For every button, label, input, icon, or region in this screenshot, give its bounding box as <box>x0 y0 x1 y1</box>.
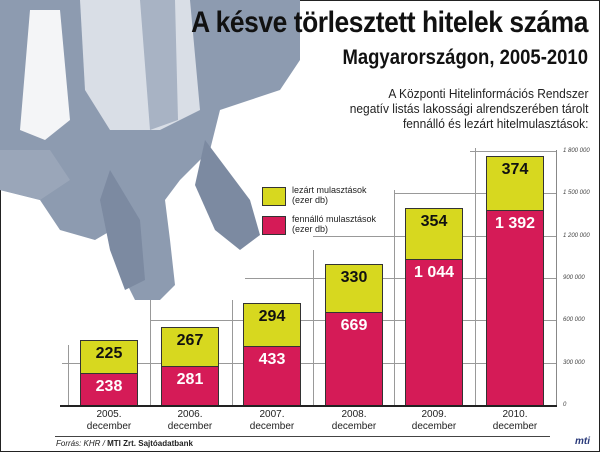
x-label-month: december <box>167 421 213 432</box>
bar-segment-closed: 267 <box>162 328 218 366</box>
man-empty-pockets-illustration <box>0 0 300 300</box>
bar-segment-closed: 354 <box>406 209 462 259</box>
legend-item-closed: lezárt mulasztások (ezer db) <box>262 185 376 206</box>
y-tick-label: 300 000 <box>563 360 585 366</box>
x-tick-label: 2005. december <box>69 409 149 433</box>
y-tick-label: 900 000 <box>563 275 585 281</box>
legend-item-open: fennálló mulasztások (ezer db) <box>262 214 376 235</box>
bar-2008: 330 669 <box>325 264 383 406</box>
x-label-month: december <box>249 421 295 432</box>
bar-segment-open: 281 <box>162 366 218 405</box>
y-tick-label: 1 800 000 <box>563 148 590 154</box>
bar-segment-open: 1 392 <box>487 210 543 405</box>
gridline <box>313 250 314 405</box>
y-tick-label: 600 000 <box>563 317 585 323</box>
description-line: A Központi Hitelinformációs Rendszer <box>387 86 588 101</box>
x-label-year: 2006. <box>177 409 203 420</box>
x-label-month: december <box>331 421 377 432</box>
bar-2010: 374 1 392 <box>486 156 544 406</box>
legend: lezárt mulasztások (ezer db) fennálló mu… <box>262 185 376 243</box>
y-tick-label: 0 <box>563 402 567 408</box>
bar-segment-open: 669 <box>326 312 382 405</box>
x-label-year: 2007. <box>259 409 285 420</box>
gridline <box>62 363 557 364</box>
bar-segment-open: 433 <box>244 346 300 405</box>
chart-subtitle: Magyarországon, 2005-2010 <box>342 46 588 69</box>
x-tick-label: 2007. december <box>232 409 312 433</box>
y-tick-label: 1 500 000 <box>563 190 590 196</box>
x-label-year: 2009. <box>421 409 447 420</box>
x-label-year: 2010. <box>502 409 528 420</box>
legend-label: lezárt mulasztások (ezer db) <box>292 185 367 205</box>
bar-2009: 354 1 044 <box>405 208 463 406</box>
x-tick-label: 2008. december <box>314 409 394 433</box>
gridline <box>68 345 69 405</box>
bar-2006: 267 281 <box>161 327 219 406</box>
gridline <box>394 193 557 194</box>
x-tick-label: 2010. december <box>475 409 555 433</box>
mti-logo: mti <box>575 436 590 447</box>
gridline <box>232 300 233 405</box>
description-line: fennálló és lezárt hitelmulasztások: <box>402 116 588 131</box>
gridline <box>245 278 557 279</box>
x-label-year: 2008. <box>341 409 367 420</box>
footer-divider <box>55 436 550 437</box>
gridline <box>475 148 476 405</box>
bar-segment-closed: 225 <box>81 341 137 373</box>
bar-2005: 225 238 <box>80 340 138 406</box>
y-axis <box>556 150 557 406</box>
gridline <box>470 151 557 152</box>
legend-label-line: fennálló mulasztások <box>292 214 377 224</box>
chart-title: A késve törlesztett hitelek száma <box>191 6 588 39</box>
source-prefix: Forrás: KHR / <box>56 439 108 448</box>
bar-segment-open: 1 044 <box>406 259 462 405</box>
source-name: MTI Zrt. Sajtóadatbank <box>107 439 193 448</box>
x-label-month: december <box>86 421 132 432</box>
bar-segment-closed: 374 <box>487 157 543 210</box>
y-tick-label: 1 200 000 <box>563 233 590 239</box>
chart-description: A Központi Hitelinformációs Rendszer neg… <box>349 86 588 131</box>
description-line: negatív listás lakossági alrendszerében … <box>349 101 588 116</box>
x-label-month: december <box>411 421 457 432</box>
bar-segment-closed: 330 <box>326 265 382 312</box>
bar-segment-open: 238 <box>81 373 137 405</box>
x-axis-baseline <box>60 405 557 407</box>
legend-swatch-yellow <box>262 187 286 206</box>
legend-label-line: (ezer db) <box>292 195 329 205</box>
x-tick-label: 2009. december <box>394 409 474 433</box>
legend-label: fennálló mulasztások (ezer db) <box>292 214 376 234</box>
x-label-year: 2005. <box>96 409 122 420</box>
gridline <box>394 190 395 405</box>
bar-segment-closed: 294 <box>244 304 300 346</box>
bar-2007: 294 433 <box>243 303 301 406</box>
source-credit: Forrás: KHR / MTI Zrt. Sajtóadatbank <box>56 439 193 448</box>
gridline <box>150 300 151 405</box>
legend-label-line: (ezer db) <box>292 224 329 234</box>
legend-label-line: lezárt mulasztások <box>292 185 367 195</box>
x-tick-label: 2006. december <box>150 409 230 433</box>
legend-swatch-magenta <box>262 216 286 235</box>
x-label-month: december <box>492 421 538 432</box>
